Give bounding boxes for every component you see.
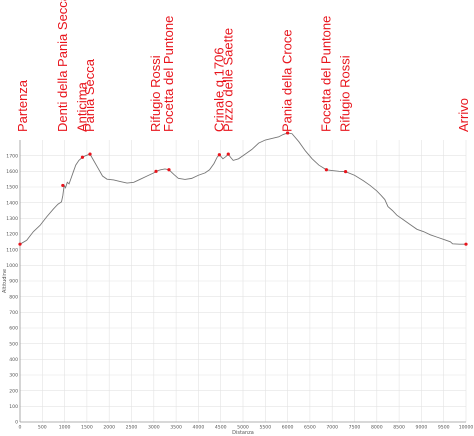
- waypoint-marker: [167, 168, 171, 172]
- y-tick-label: 1000: [6, 263, 18, 269]
- waypoint-markers: [18, 131, 468, 246]
- waypoint-label: Rifugio Rossi: [148, 55, 163, 132]
- waypoint-label: Arrivo: [456, 98, 471, 132]
- y-tick-label: 400: [9, 357, 18, 363]
- y-tick-label: 800: [9, 294, 18, 300]
- waypoint-marker: [154, 169, 158, 173]
- y-tick-label: 1600: [6, 169, 18, 175]
- x-tick-label: 1500: [81, 425, 93, 431]
- waypoint-label: Pizzo delle Saette: [220, 28, 235, 132]
- y-tick-label: 900: [9, 279, 18, 285]
- waypoint-marker: [464, 242, 468, 246]
- y-tick-label: 1100: [6, 247, 18, 253]
- y-tick-label: 1500: [6, 185, 18, 191]
- y-tick-label: 500: [9, 341, 18, 347]
- waypoint-label: Focetta del Puntone: [161, 16, 176, 132]
- waypoint-label: Rifugio Rossi: [338, 55, 353, 132]
- x-tick-label: 5000: [237, 425, 249, 431]
- waypoint-label: Pania della Croce: [280, 29, 295, 132]
- waypoint-label: Denti della Pania Secca: [55, 0, 70, 132]
- x-tick-label: 10000: [459, 425, 474, 431]
- y-tick-label: 1700: [6, 153, 18, 159]
- x-tick-label: 8500: [393, 425, 405, 431]
- y-tick-label: 200: [9, 388, 18, 394]
- waypoint-marker: [18, 242, 22, 246]
- x-tick-label: 7500: [349, 425, 361, 431]
- x-tick-label: 5500: [259, 425, 271, 431]
- y-axis-title: Altitudine: [2, 269, 8, 293]
- waypoint-marker: [88, 152, 92, 156]
- waypoint-marker: [286, 131, 290, 135]
- y-tick-label: 1300: [6, 216, 18, 222]
- x-tick-label: 1000: [59, 425, 71, 431]
- series-lines: [19, 132, 466, 245]
- waypoint-label: Focetta del Puntone: [318, 16, 333, 132]
- waypoint-marker: [343, 170, 348, 174]
- waypoint-label: Crinale q.1706: [211, 47, 226, 132]
- x-tick-label: 3500: [170, 425, 182, 431]
- x-tick-label: 9500: [438, 425, 450, 431]
- waypoint-label: Partenza: [15, 79, 30, 132]
- x-tick-label: 2500: [126, 425, 138, 431]
- waypoint-marker: [61, 183, 65, 188]
- x-tick-label: 3000: [148, 425, 160, 431]
- waypoint-labels: Partenza Denti della Pania Secca AnticimaP…: [15, 0, 471, 132]
- elevation-line: [19, 132, 466, 245]
- y-tick-label: 600: [9, 326, 18, 332]
- y-tick-label: 0: [15, 420, 18, 426]
- y-tick-label: 700: [9, 310, 18, 316]
- waypoint-marker: [217, 153, 221, 157]
- waypoint-marker: [80, 155, 85, 159]
- y-tick-label: 1200: [6, 232, 18, 238]
- waypoint-label: Pania Secca: [82, 58, 97, 132]
- x-axis-title: Distanza: [232, 430, 254, 436]
- x-tick-label: 0: [19, 425, 22, 431]
- x-tick-label: 2000: [103, 425, 115, 431]
- waypoint-marker: [324, 168, 329, 172]
- x-tick-label: 4500: [215, 425, 227, 431]
- x-tick-label: 6000: [282, 425, 294, 431]
- y-tick-labels: 0 100 200 300 400 500 600 700 800 900 1000 1100 1200…: [6, 153, 18, 425]
- x-tick-label: 500: [38, 425, 47, 431]
- y-tick-label: 300: [9, 373, 18, 379]
- axes: [19, 140, 466, 423]
- x-tick-label: 8000: [371, 425, 383, 431]
- y-tick-label: 1400: [6, 200, 18, 206]
- x-tick-labels: 0 500 1000 1500 2000 2500 3000 3500 4000 4500 5000…: [19, 425, 474, 431]
- gridlines: [19, 140, 467, 423]
- y-tick-label: 100: [9, 404, 18, 410]
- waypoint-marker: [226, 152, 230, 156]
- waypoint-label: Anticima: [74, 81, 89, 132]
- x-tick-label: 4000: [193, 425, 205, 431]
- x-tick-label: 9000: [416, 425, 428, 431]
- x-tick-label: 6500: [304, 425, 316, 431]
- x-tick-label: 7000: [326, 425, 338, 431]
